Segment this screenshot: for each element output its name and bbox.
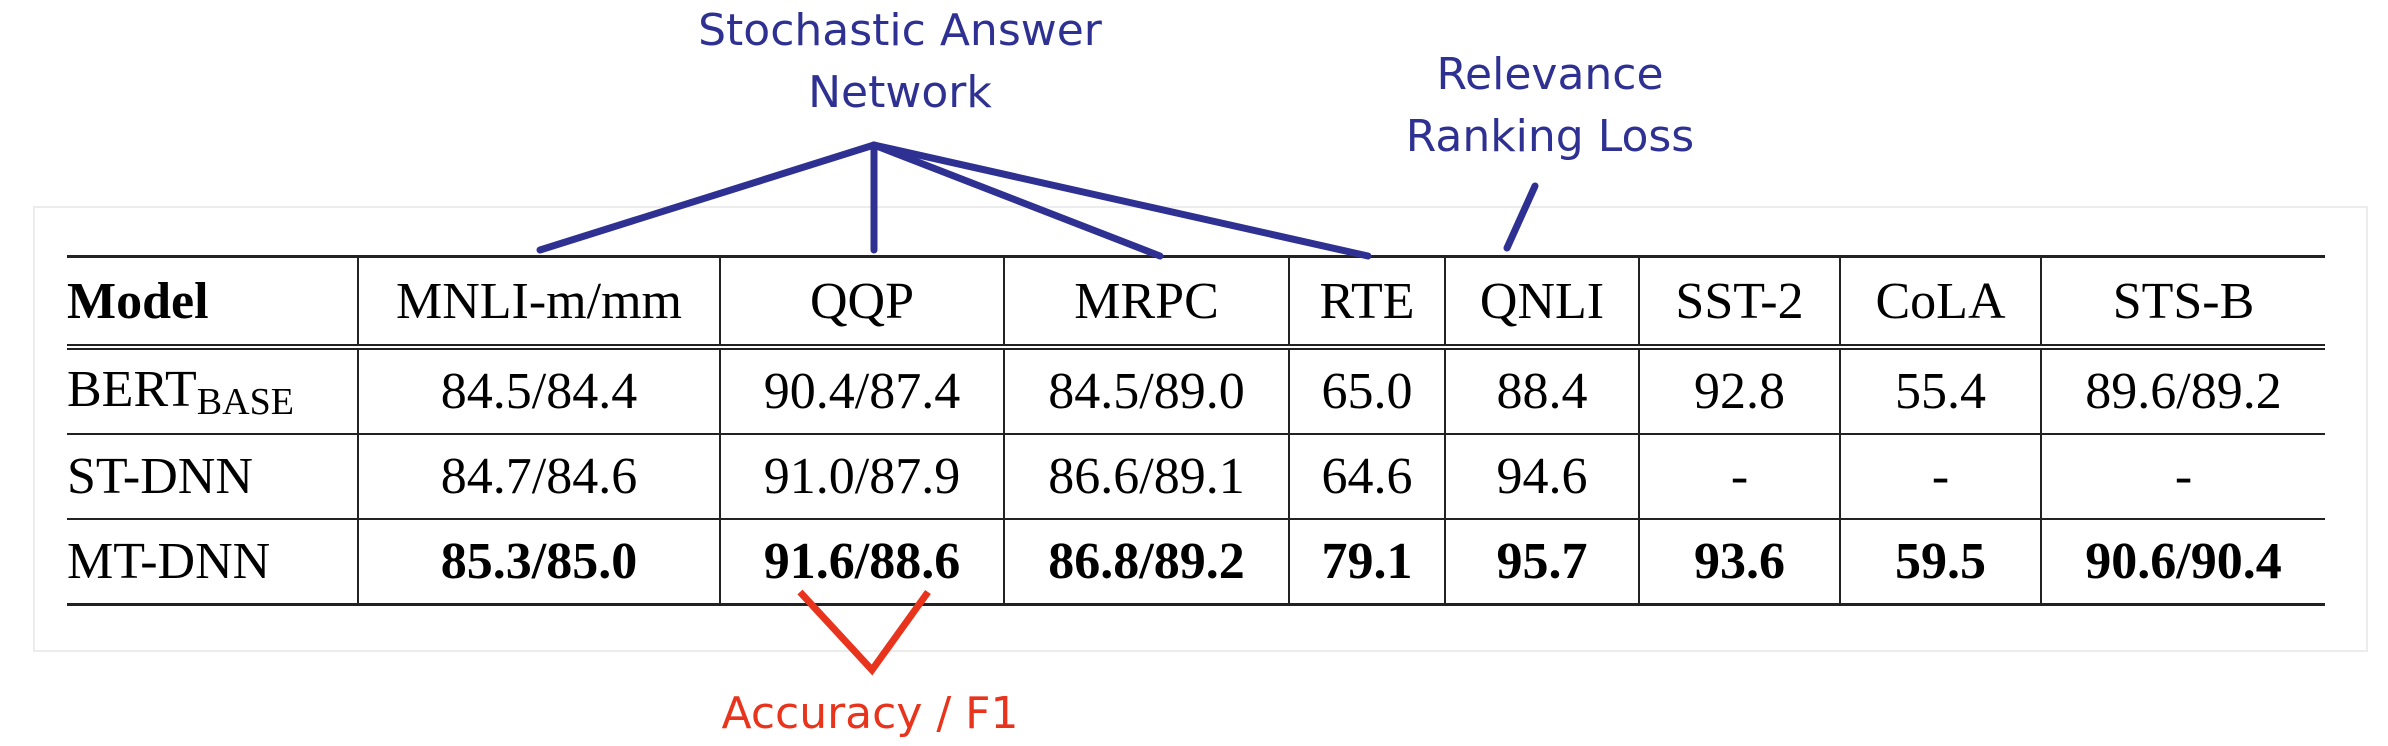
cell-qnli: 95.7	[1444, 519, 1639, 605]
header-qqp: QQP	[719, 256, 1004, 350]
table-row-mt-dnn: MT-DNN 85.3/85.0 91.6/88.6 86.8/89.2 79.…	[67, 519, 2325, 605]
rrl-label-line1: Relevance	[1436, 49, 1664, 100]
table-row-st-dnn: ST-DNN 84.7/84.6 91.0/87.9 86.6/89.1 64.…	[67, 434, 2325, 519]
relevance-ranking-loss-label: Relevance Ranking Loss	[1350, 44, 1750, 168]
header-mnli: MNLI-m/mm	[357, 256, 720, 350]
header-rte: RTE	[1288, 256, 1445, 350]
cell-stsb: -	[2040, 434, 2325, 519]
table-header-row: Model MNLI-m/mm QQP MRPC RTE QNLI SST-2 …	[67, 256, 2325, 350]
table-row-bert-base: BERTBASE 84.5/84.4 90.4/87.4 84.5/89.0 6…	[67, 347, 2325, 434]
cell-rte: 79.1	[1288, 519, 1445, 605]
header-qnli: QNLI	[1444, 256, 1639, 350]
header-cola: CoLA	[1839, 256, 2041, 350]
cell-sst2: -	[1638, 434, 1840, 519]
header-sst2: SST-2	[1638, 256, 1840, 350]
cell-sst2: 92.8	[1638, 347, 1840, 434]
rrl-connector-qnli	[1503, 182, 1539, 252]
cell-cola: -	[1839, 434, 2041, 519]
cell-qnli: 88.4	[1444, 347, 1639, 434]
cell-stsb: 90.6/90.4	[2040, 519, 2325, 605]
row-model-name: MT-DNN	[67, 533, 271, 590]
cell-cola: 55.4	[1839, 347, 2041, 434]
cell-qnli: 94.6	[1444, 434, 1639, 519]
stochastic-answer-network-label: Stochastic Answer Network	[650, 0, 1150, 124]
cell-sst2: 93.6	[1638, 519, 1840, 605]
cell-cola: 59.5	[1839, 519, 2041, 605]
cell-mrpc: 86.8/89.2	[1003, 519, 1289, 605]
header-mrpc: MRPC	[1003, 256, 1289, 350]
model-name-text: BERT	[67, 360, 197, 418]
san-label-line1: Stochastic Answer	[698, 5, 1102, 56]
cell-mnli: 84.5/84.4	[357, 347, 720, 434]
cell-rte: 64.6	[1288, 434, 1445, 519]
cell-stsb: 89.6/89.2	[2040, 347, 2325, 434]
accuracy-f1-marker	[797, 589, 931, 676]
san-connector-rte	[870, 141, 1372, 260]
cell-qqp: 91.6/88.6	[719, 519, 1004, 605]
accuracy-f1-label: Accuracy / F1	[700, 683, 1040, 745]
rrl-label-line2: Ranking Loss	[1405, 111, 1695, 162]
header-stsb: STS-B	[2040, 256, 2325, 350]
acc-label-text: Accuracy / F1	[721, 688, 1019, 739]
cell-qqp: 90.4/87.4	[719, 347, 1004, 434]
san-connector-mrpc	[870, 141, 1164, 260]
cell-mrpc: 86.6/89.1	[1003, 434, 1289, 519]
cell-mnli: 84.7/84.6	[357, 434, 720, 519]
model-name-subscript: BASE	[196, 380, 294, 423]
san-label-line2: Network	[808, 67, 992, 118]
header-model: Model	[67, 256, 358, 350]
cell-qqp: 91.0/87.9	[719, 434, 1004, 519]
row-model-name: ST-DNN	[67, 448, 253, 505]
row-model-name: BERTBASE	[67, 347, 358, 434]
san-connector-mnli	[536, 141, 878, 254]
cell-mnli: 85.3/85.0	[357, 519, 720, 605]
results-table: Model MNLI-m/mm QQP MRPC RTE QNLI SST-2 …	[67, 255, 2325, 606]
cell-mrpc: 84.5/89.0	[1003, 347, 1289, 434]
cell-rte: 65.0	[1288, 347, 1445, 434]
